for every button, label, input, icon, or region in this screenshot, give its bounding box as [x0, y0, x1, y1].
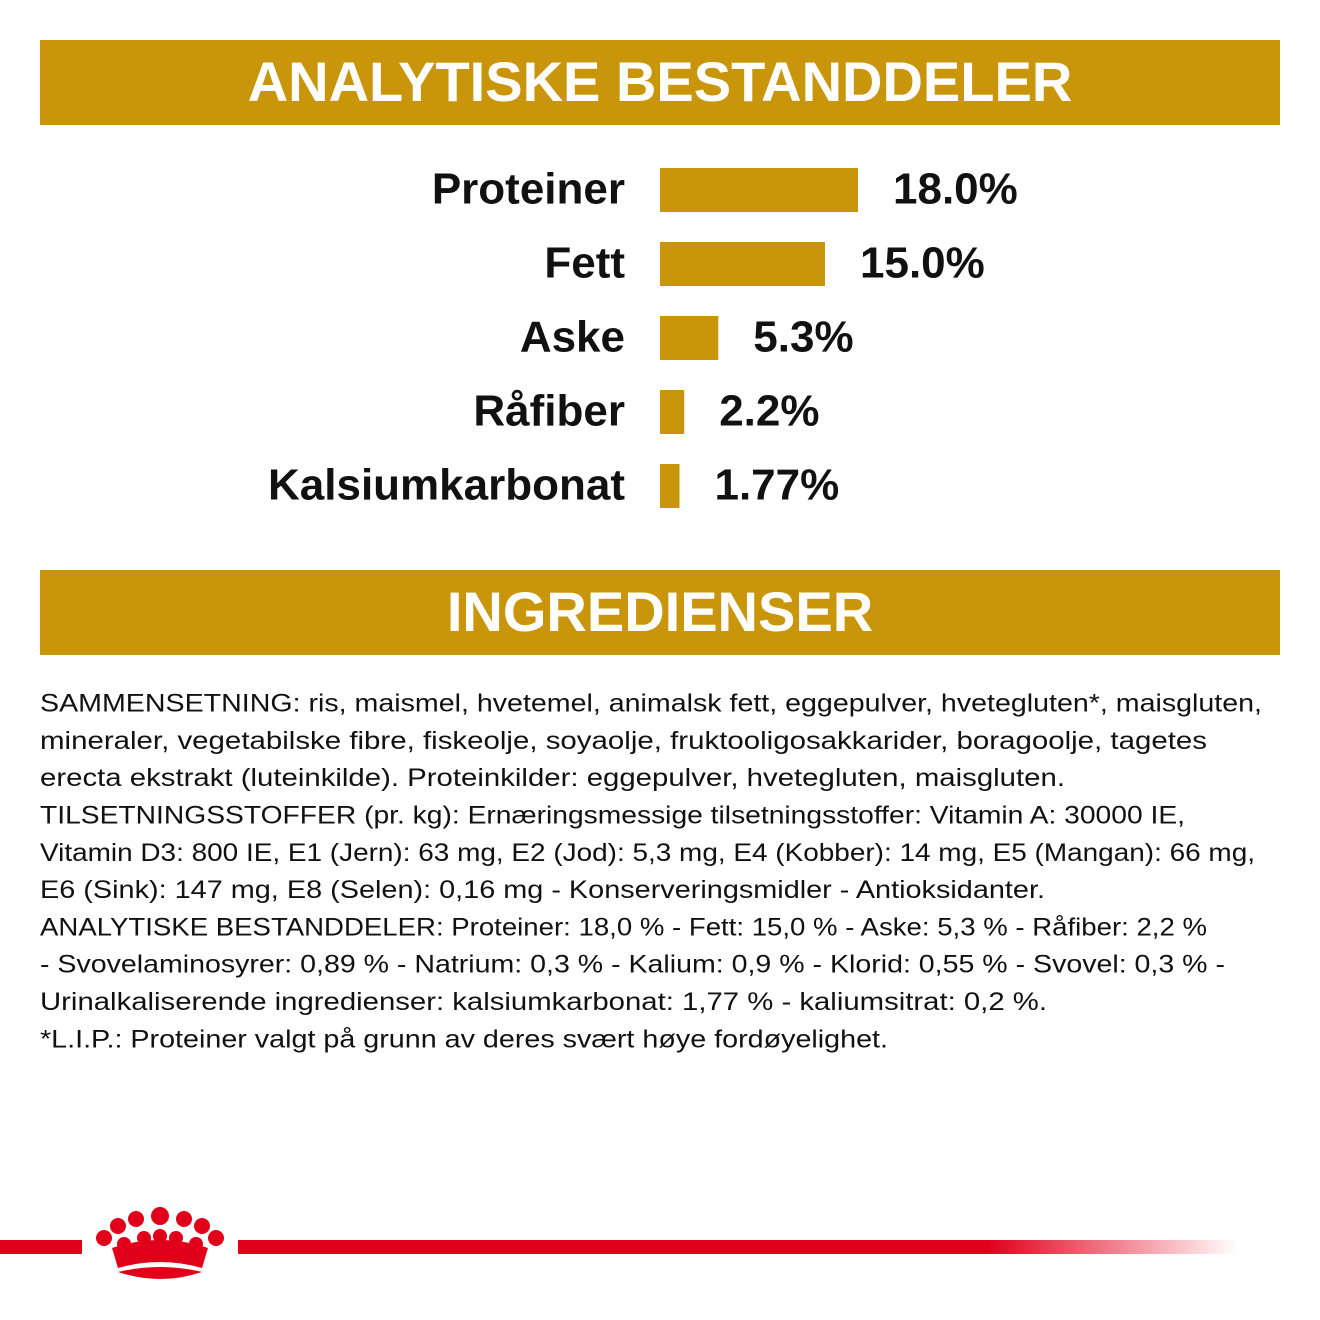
header-title: ANALYTISKE BESTANDDELER: [248, 50, 1073, 113]
bar: [660, 464, 680, 508]
category-label: Proteiner: [432, 165, 625, 214]
ingredients-line: erecta ekstrakt (luteinkilde). Proteinki…: [40, 764, 1065, 792]
chart: Proteiner 18.0% Fett 15.0% Aske 5.3% Råfiber 2.…: [268, 165, 1018, 510]
ingredients-line: ANALYTISKE BESTANDDELER: Proteiner: 18,0…: [40, 913, 1207, 941]
ingredients-line: SAMMENSETNING: ris, maismel, hvetemel, a…: [40, 690, 1262, 718]
bar: [660, 242, 825, 286]
footer: [0, 1207, 1238, 1279]
value-label: 1.77%: [714, 461, 839, 510]
header-band: [40, 40, 1280, 125]
ingredients-band: [40, 570, 1280, 655]
category-label: Kalsiumkarbonat: [268, 461, 625, 510]
footer-line: [238, 1240, 1238, 1254]
value-label: 18.0%: [893, 165, 1018, 214]
category-label: Råfiber: [473, 387, 625, 436]
ingredients-line: TILSETNINGSSTOFFER (pr. kg): Ernæringsme…: [40, 802, 1185, 830]
value-label: 5.3%: [753, 313, 853, 362]
ingredients-line: Vitamin D3: 800 IE, E1 (Jern): 63 mg, E2…: [40, 839, 1255, 867]
category-label: Fett: [544, 239, 625, 288]
value-label: 2.2%: [719, 387, 819, 436]
bar: [660, 390, 685, 434]
ingredients-line: E6 (Sink): 147 mg, E8 (Selen): 0,16 mg -…: [40, 876, 1045, 904]
ingredients-line: mineraler, vegetabilske fibre, fiskeolje…: [40, 727, 1207, 755]
ingredients-line: Urinalkaliserende ingredienser: kalsiumk…: [40, 988, 1047, 1016]
bar: [660, 316, 719, 360]
ingredients-line: - Svovelaminosyrer: 0,89 % - Natrium: 0,…: [40, 951, 1225, 979]
logo: [96, 1207, 224, 1279]
bar: [660, 168, 858, 212]
ingredients-title: INGREDIENSER: [447, 580, 873, 643]
category-label: Aske: [520, 313, 625, 362]
ingredients-text: SAMMENSETNING: ris, maismel, hvetemel, a…: [40, 690, 1262, 1054]
footer-line: [0, 1240, 82, 1254]
ingredients-line: *L.I.P.: Proteiner valgt på grunn av der…: [40, 1025, 888, 1053]
value-label: 15.0%: [860, 239, 985, 288]
